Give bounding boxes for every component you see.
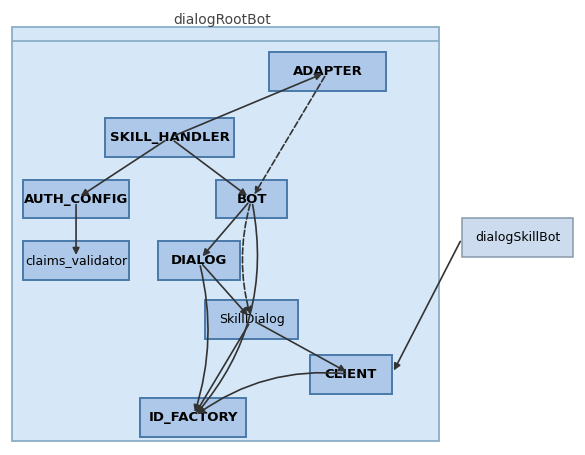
FancyBboxPatch shape (216, 180, 287, 218)
Text: SkillDialog: SkillDialog (219, 313, 284, 326)
FancyBboxPatch shape (269, 52, 386, 91)
FancyBboxPatch shape (140, 398, 246, 437)
Text: dialogSkillBot: dialogSkillBot (475, 231, 560, 244)
Text: ID_FACTORY: ID_FACTORY (149, 411, 238, 424)
FancyBboxPatch shape (310, 355, 392, 394)
FancyBboxPatch shape (23, 180, 129, 218)
Text: AUTH_CONFIG: AUTH_CONFIG (24, 192, 128, 206)
FancyBboxPatch shape (105, 118, 234, 157)
FancyBboxPatch shape (205, 300, 298, 339)
Text: SKILL_HANDLER: SKILL_HANDLER (110, 131, 229, 144)
Text: BOT: BOT (236, 192, 267, 206)
Text: ADAPTER: ADAPTER (292, 65, 363, 78)
Text: CLIENT: CLIENT (325, 368, 377, 381)
FancyBboxPatch shape (12, 27, 439, 441)
Text: claims_validator: claims_validator (25, 254, 127, 267)
Text: dialogRootBot: dialogRootBot (173, 14, 271, 27)
FancyBboxPatch shape (23, 241, 129, 280)
FancyBboxPatch shape (158, 241, 240, 280)
Text: DIALOG: DIALOG (171, 254, 227, 267)
FancyBboxPatch shape (462, 218, 573, 257)
